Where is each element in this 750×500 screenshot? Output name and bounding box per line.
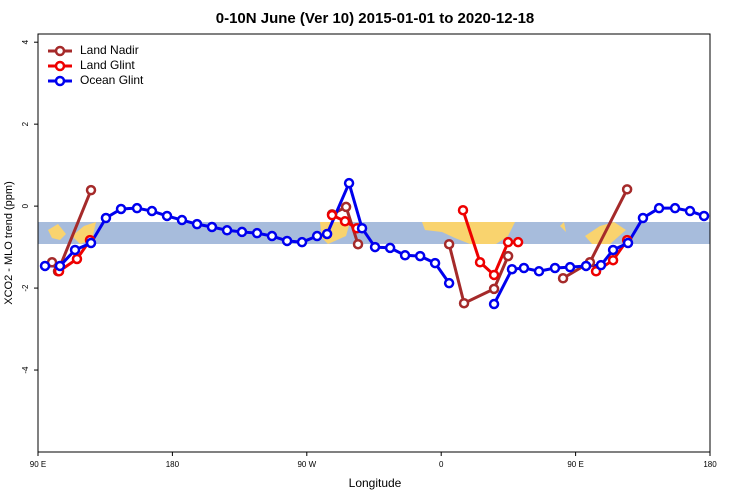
point	[296, 236, 308, 248]
point	[384, 242, 396, 254]
point	[458, 297, 470, 309]
point	[669, 202, 681, 214]
point	[580, 260, 592, 272]
point	[502, 236, 514, 248]
point	[488, 283, 500, 295]
point	[621, 184, 633, 195]
y-tick-label: -2	[21, 284, 30, 292]
point	[607, 244, 619, 256]
point	[506, 263, 518, 275]
y-tick-label: -4	[21, 366, 30, 374]
point	[595, 259, 607, 271]
point	[698, 210, 710, 222]
point	[557, 272, 569, 284]
plot-frame	[37, 33, 711, 453]
point	[85, 184, 97, 196]
point	[488, 298, 500, 310]
point	[266, 230, 278, 242]
point	[146, 205, 158, 217]
point	[549, 262, 561, 274]
point	[443, 238, 455, 250]
point	[533, 266, 545, 277]
point	[100, 212, 112, 224]
point	[161, 210, 173, 222]
x-tick-label: 180	[166, 460, 180, 469]
point	[176, 214, 188, 226]
point	[54, 260, 66, 272]
point	[339, 216, 351, 227]
legend-label: Land Glint	[80, 58, 135, 72]
legend-marker	[54, 75, 66, 87]
point	[414, 250, 426, 262]
point	[71, 253, 83, 265]
legend-label: Land Nadir	[80, 43, 139, 57]
point	[684, 205, 696, 217]
point	[131, 202, 143, 214]
point	[607, 254, 619, 266]
point	[474, 257, 486, 268]
point	[369, 241, 381, 253]
x-tick-label: 180	[703, 460, 717, 469]
point	[206, 221, 218, 233]
point	[321, 228, 333, 240]
point	[653, 202, 665, 214]
legend-marker	[54, 60, 66, 72]
chart-title: 0-10N June (Ver 10) 2015-01-01 to 2020-1…	[216, 10, 535, 27]
point	[326, 209, 338, 221]
point	[512, 236, 524, 248]
point	[488, 269, 500, 281]
y-tick-label: 4	[21, 39, 30, 44]
point	[281, 235, 293, 247]
point	[251, 227, 263, 239]
point	[356, 222, 368, 234]
point	[637, 212, 649, 224]
point	[457, 204, 469, 216]
point	[85, 237, 97, 249]
point	[311, 230, 323, 242]
point	[564, 261, 576, 273]
point	[69, 244, 81, 256]
point	[236, 226, 248, 238]
point	[502, 250, 514, 262]
point	[429, 257, 441, 269]
y-tick-label: 0	[21, 203, 30, 208]
point	[39, 260, 51, 272]
y-tick-label: 2	[21, 121, 30, 126]
point	[343, 177, 355, 189]
point	[340, 201, 352, 213]
map-strip	[38, 222, 710, 244]
point	[443, 277, 455, 289]
legend-marker	[54, 45, 66, 57]
point	[221, 225, 233, 236]
point	[191, 218, 203, 230]
y-axis-label: XCO2 - MLO trend (ppm)	[3, 181, 15, 304]
legend-label: Ocean Glint	[80, 73, 144, 87]
x-tick-label: 90 W	[297, 460, 316, 469]
x-tick-label: 0	[439, 460, 444, 469]
point	[622, 237, 634, 249]
point	[352, 238, 364, 250]
x-axis-label: Longitude	[349, 476, 402, 490]
x-tick-label: 90 E	[567, 460, 583, 469]
point	[518, 262, 530, 274]
point	[115, 203, 127, 215]
point	[399, 250, 411, 261]
x-tick-label: 90 E	[30, 460, 46, 469]
